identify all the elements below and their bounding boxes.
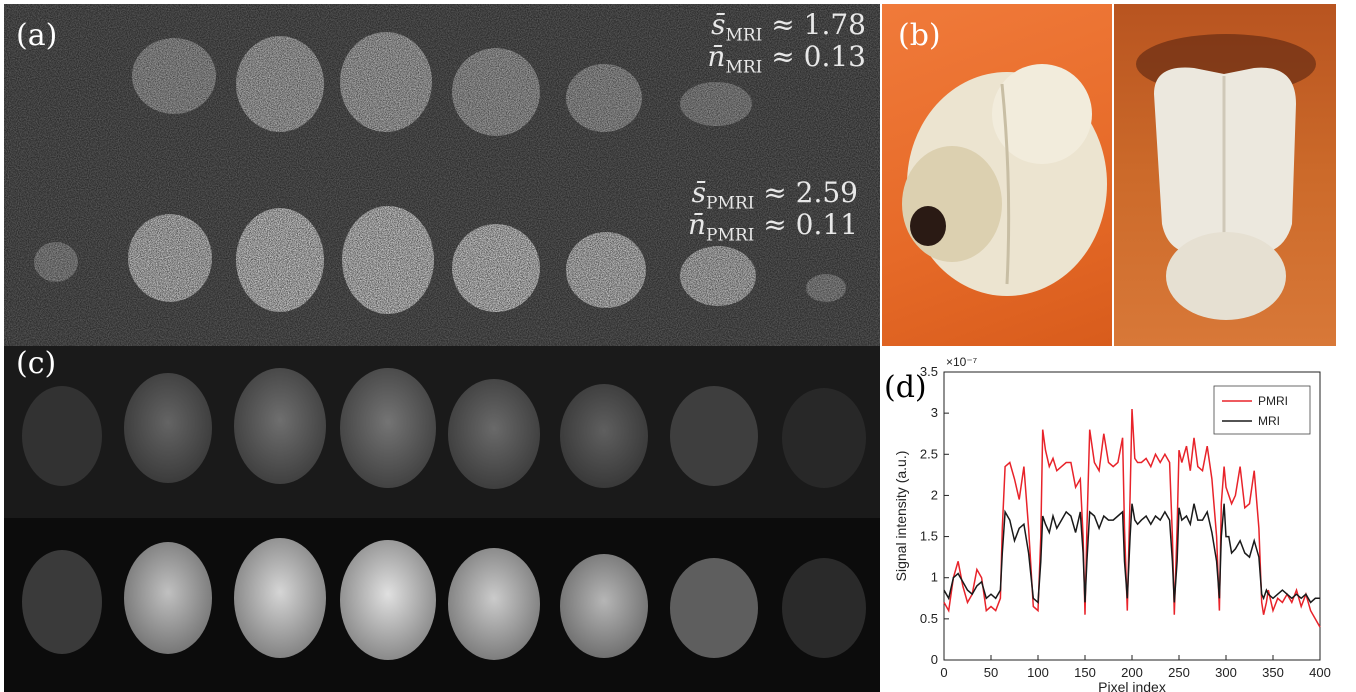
legend-label-pmri: PMRI xyxy=(1258,394,1288,408)
x-tick-label: 200 xyxy=(1121,665,1143,680)
y-tick-label: 1.5 xyxy=(920,529,938,544)
mri-signal-stat: s̄MRI ≈ 1.78 xyxy=(711,8,866,46)
panel-d-signal-chart: 0 50 100 150 200 250 300 350 400 0 0.5 1 1.5 2 2.5 3 3.5… xyxy=(884,352,1356,692)
panel-a-label: (a) xyxy=(16,18,58,53)
x-tick-label: 300 xyxy=(1215,665,1237,680)
y-tick-label: 2 xyxy=(931,487,938,502)
panel-d-label: (d) xyxy=(884,370,927,405)
x-tick-label: 100 xyxy=(1027,665,1049,680)
panel-c-label: (c) xyxy=(16,346,57,381)
x-tick-label: 400 xyxy=(1309,665,1331,680)
x-axis-label: Pixel index xyxy=(1098,679,1166,692)
y-tick-label: 3 xyxy=(931,405,938,420)
y-tick-label: 0 xyxy=(931,652,938,667)
legend-box xyxy=(1213,385,1311,435)
y-tick-label: 0.5 xyxy=(920,611,938,626)
x-tick-label: 350 xyxy=(1262,665,1284,680)
panel-c-image xyxy=(4,346,880,692)
pmri-signal-stat: s̄PMRI ≈ 2.59 xyxy=(691,176,858,214)
series-line-pmri xyxy=(943,408,1321,628)
y-exponent-label: ×10⁻⁷ xyxy=(946,355,977,369)
legend-label-mri: MRI xyxy=(1258,414,1280,428)
panel-a-noisy-mri: (a) s̄MRI ≈ 1.78 n̄MRI ≈ 0.13 s̄PMRI ≈ 2… xyxy=(4,4,880,346)
x-tick-label: 150 xyxy=(1074,665,1096,680)
x-tick-label: 250 xyxy=(1168,665,1190,680)
panel-c-reconstructions: (c) xyxy=(4,346,880,692)
mri-noise-stat: n̄MRI ≈ 0.13 xyxy=(707,40,866,78)
brain-photo-lateral xyxy=(882,4,1112,346)
y-tick-label: 3.5 xyxy=(920,364,938,379)
y-tick-label: 2.5 xyxy=(920,446,938,461)
panel-b-label: (b) xyxy=(898,18,941,53)
panel-a-image xyxy=(4,4,880,346)
x-tick-label: 0 xyxy=(940,665,947,680)
y-axis-label: Signal intensity (a.u.) xyxy=(893,451,909,582)
pmri-noise-stat: n̄PMRI ≈ 0.11 xyxy=(687,208,858,246)
y-tick-label: 1 xyxy=(931,570,938,585)
panel-b-brain-photos: (b) xyxy=(882,4,1336,346)
series-line-mri xyxy=(943,503,1320,604)
signal-intensity-chart: 0 50 100 150 200 250 300 350 400 0 0.5 1 1.5 2 2.5 3 3.5… xyxy=(893,355,1331,692)
brain-photo-dorsal xyxy=(1114,4,1336,346)
pmri-row-brains xyxy=(34,206,846,314)
mri-row-brains xyxy=(132,32,752,136)
x-tick-label: 50 xyxy=(984,665,998,680)
